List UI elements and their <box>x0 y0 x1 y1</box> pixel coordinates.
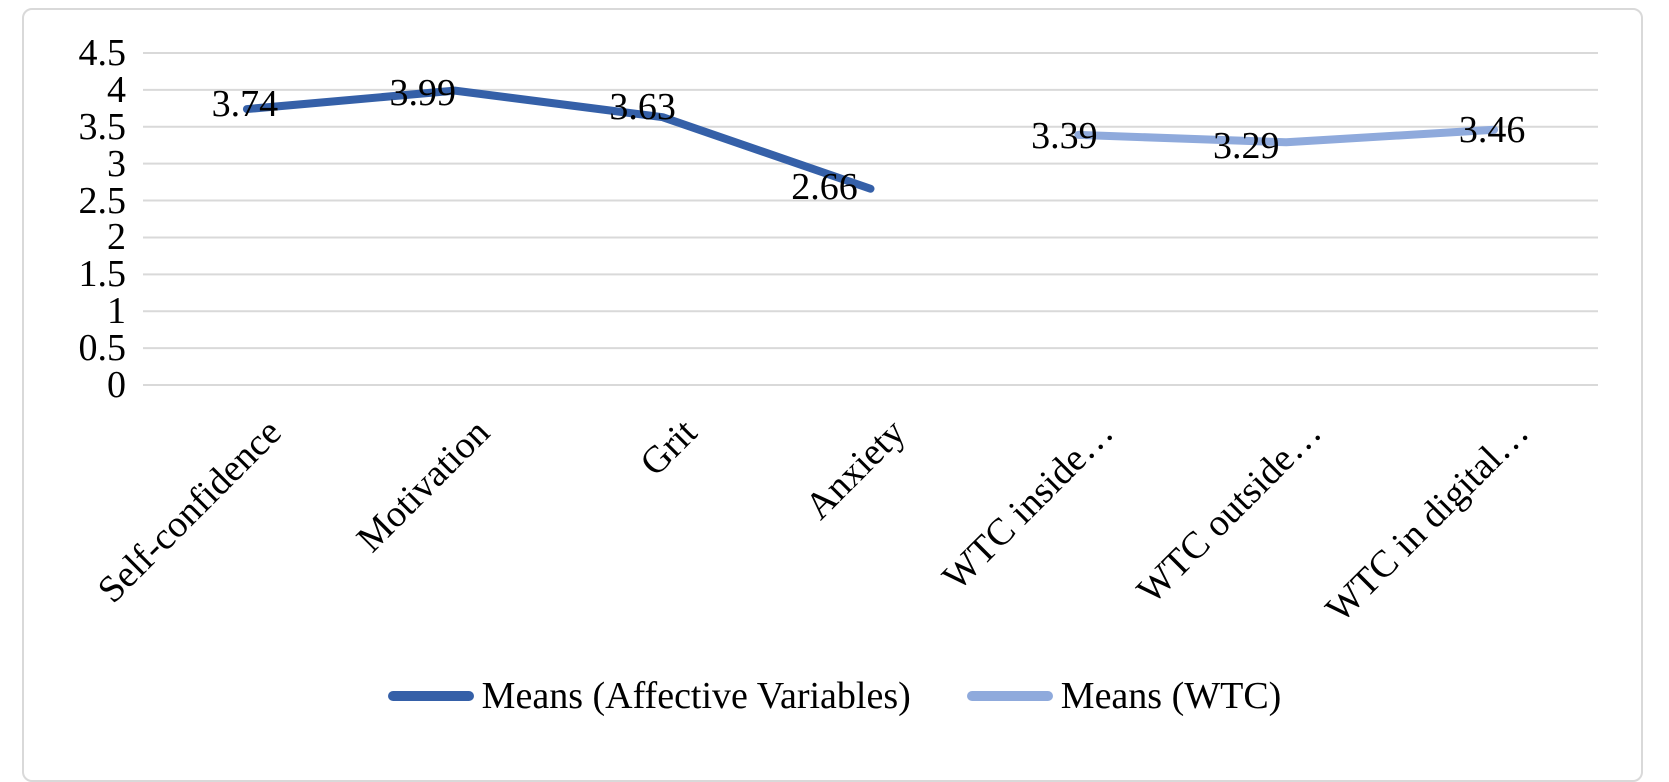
legend-key-line-icon <box>387 691 474 701</box>
y-axis-tick-label: 0.5 <box>78 327 127 370</box>
legend-label: Means (Affective Variables) <box>481 675 911 717</box>
data-label: 3.63 <box>609 86 676 129</box>
y-axis-tick-label: 1.5 <box>78 253 127 296</box>
y-axis-tick-label: 2 <box>107 216 126 259</box>
legend-label: Means (WTC) <box>1060 675 1282 717</box>
y-axis-tick-label: 4.5 <box>78 32 127 74</box>
data-label: 3.99 <box>389 71 457 114</box>
series-line-1 <box>1074 125 1499 147</box>
plot-area <box>143 52 1598 386</box>
data-label: 3.46 <box>1458 108 1526 151</box>
y-axis-tick-label: 3.5 <box>78 105 127 148</box>
line-chart: 4.5 4 3.5 3 2.5 2 1.5 1 0.5 0 3.74 3.99 3.63 2.66 3.39… <box>0 8 1669 782</box>
legend-key-line-icon <box>966 691 1053 701</box>
data-label: 3.29 <box>1212 125 1280 168</box>
y-axis-tick-label: 4 <box>107 68 126 111</box>
y-axis-tick-label: 3 <box>107 142 126 185</box>
legend-item-0: Means (Affective Variables) <box>387 674 911 718</box>
data-label: 2.66 <box>791 165 858 208</box>
data-label: 3.39 <box>1031 114 1098 157</box>
chart-legend: Means (Affective Variables) Means (WTC) <box>0 674 1669 718</box>
y-axis-tick-label: 0 <box>107 364 126 406</box>
data-label: 3.74 <box>211 83 279 126</box>
y-axis-tick-label: 1 <box>107 290 126 333</box>
series-line-0 <box>242 86 875 193</box>
y-axis-tick-label: 2.5 <box>78 179 127 222</box>
legend-item-1: Means (WTC) <box>966 674 1282 718</box>
